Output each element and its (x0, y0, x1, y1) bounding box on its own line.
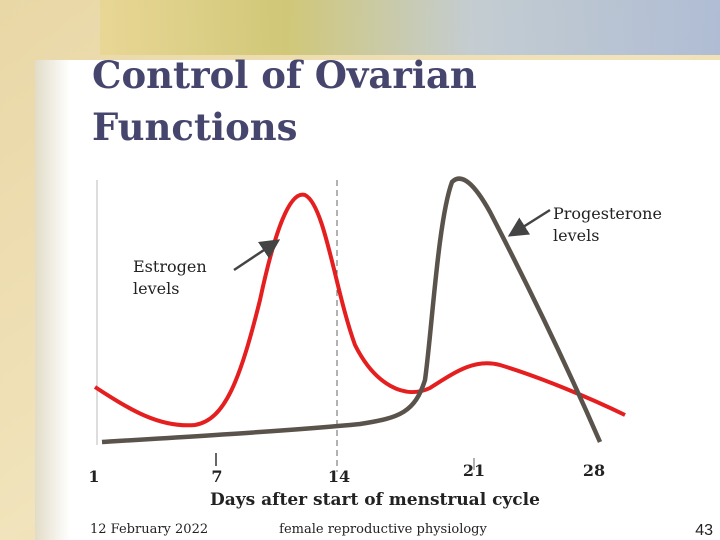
x-tick-label: 14 (328, 467, 350, 486)
title: Control of Ovarian (92, 53, 477, 97)
curve-label: Estrogen (133, 257, 207, 276)
title: Functions (92, 105, 298, 149)
curve-label: Progesterone (553, 204, 662, 223)
x-tick-label: 1 (88, 467, 99, 486)
estrogen-curve (93, 192, 626, 428)
footer-text: female reproductive physiology (279, 522, 487, 537)
arrow (507, 208, 551, 237)
x-tick-label: 7 (211, 467, 222, 486)
curve-label: levels (133, 279, 179, 298)
footer-date: 12 February 2022 (90, 522, 208, 537)
x-axis-title: Days after start of menstrual cycle (210, 490, 540, 510)
curve-label: levels (553, 226, 599, 245)
edge-shade (35, 60, 70, 540)
arrow (233, 239, 281, 272)
page-number: 43 (695, 522, 713, 539)
header-decoration (100, 0, 720, 55)
progesterone-curve (101, 176, 603, 445)
content-area (35, 60, 720, 540)
x-tick-label: 21 (463, 461, 485, 480)
x-tick-label: 28 (583, 461, 605, 480)
